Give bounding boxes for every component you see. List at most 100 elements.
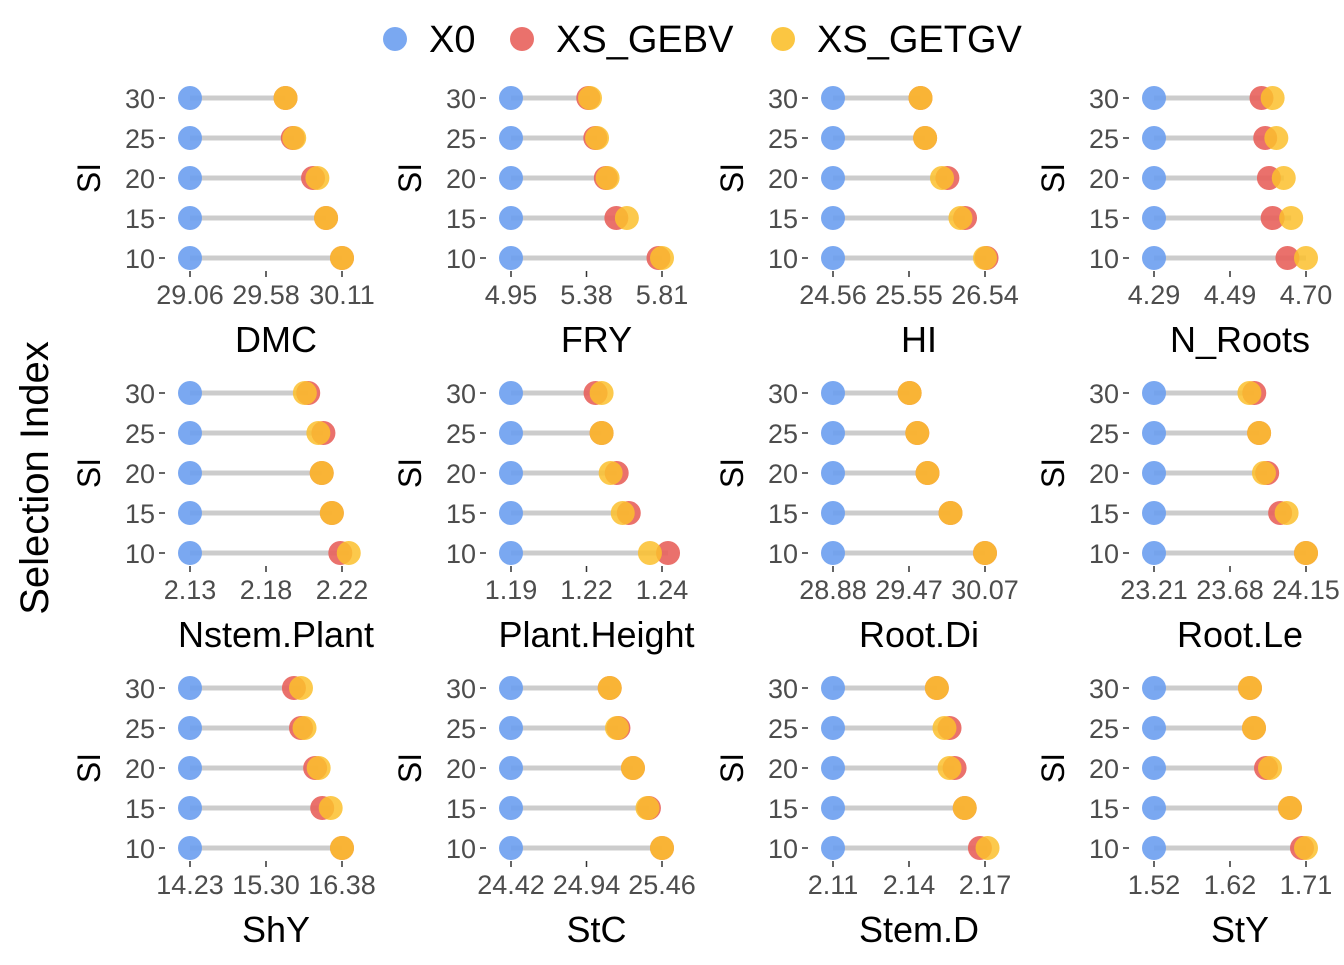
panel-title: Root.Le	[1177, 614, 1303, 655]
legend-swatch-xs_getgv	[771, 27, 795, 51]
panel-title: StC	[566, 909, 626, 950]
x-tick-label: 25.55	[875, 280, 943, 310]
legend-swatch-xs_gebv	[510, 27, 534, 51]
x-tick-label: 24.94	[553, 870, 621, 900]
y-tick-label: 25	[125, 714, 155, 744]
y-tick-label: 10	[1089, 834, 1119, 864]
panel-y-axis-label: SI	[71, 753, 107, 783]
x-tick-label: 23.68	[1196, 575, 1264, 605]
point-xs-getgv	[975, 836, 1000, 860]
y-tick-label: 10	[768, 244, 798, 274]
x-tick-label: 29.58	[232, 280, 300, 310]
point-x0	[178, 461, 202, 485]
point-x0	[1142, 126, 1166, 150]
point-xs-getgv	[589, 381, 614, 405]
point-xs-getgv	[578, 86, 603, 110]
x-tick-label: 15.30	[232, 870, 300, 900]
y-tick-label: 30	[446, 379, 476, 409]
point-x0	[1142, 676, 1166, 700]
point-xs-getgv	[610, 501, 635, 525]
point-x0	[821, 796, 845, 820]
point-x0	[499, 756, 523, 780]
point-x0	[821, 501, 845, 525]
point-xs-getgv	[589, 421, 614, 445]
point-xs-getgv	[620, 756, 645, 780]
point-x0	[178, 421, 202, 445]
y-tick-label: 25	[125, 419, 155, 449]
point-x0	[821, 676, 845, 700]
point-xs-getgv	[915, 461, 940, 485]
point-xs-getgv	[905, 421, 930, 445]
point-xs-getgv	[306, 421, 331, 445]
point-xs-getgv	[1294, 836, 1318, 860]
point-xs-getgv	[1274, 501, 1299, 525]
point-xs-getgv	[1279, 206, 1304, 230]
y-tick-label: 25	[446, 124, 476, 154]
point-x0	[1142, 421, 1166, 445]
y-tick-label: 25	[768, 419, 798, 449]
point-x0	[499, 676, 523, 700]
x-tick-label: 26.54	[951, 280, 1019, 310]
point-xs-getgv	[1278, 796, 1302, 820]
point-x0	[178, 716, 202, 740]
y-tick-label: 10	[1089, 244, 1119, 274]
panel-y-axis-label: SI	[714, 458, 750, 488]
point-x0	[1142, 501, 1166, 525]
x-tick-label: 2.11	[808, 870, 859, 900]
x-tick-label: 29.47	[875, 575, 943, 605]
point-x0	[1142, 86, 1166, 110]
point-x0	[1142, 716, 1166, 740]
x-tick-label: 5.81	[636, 280, 689, 310]
panel-title: StY	[1211, 909, 1269, 950]
y-tick-label: 20	[1089, 459, 1119, 489]
point-xs-getgv	[1294, 246, 1318, 270]
point-xs-getgv	[913, 126, 938, 150]
x-tick-label: 1.62	[1204, 870, 1257, 900]
point-x0	[499, 461, 523, 485]
point-xs-getgv	[314, 206, 339, 230]
point-x0	[178, 756, 202, 780]
panel-title: Nstem.Plant	[178, 614, 374, 655]
panel-title: FRY	[561, 319, 632, 360]
point-x0	[499, 501, 523, 525]
point-x0	[178, 206, 202, 230]
point-xs-getgv	[319, 501, 344, 525]
point-x0	[499, 206, 523, 230]
x-tick-label: 25.46	[628, 870, 696, 900]
point-xs-getgv	[1294, 541, 1318, 565]
point-x0	[178, 246, 202, 270]
x-tick-label: 2.14	[883, 870, 936, 900]
point-x0	[178, 126, 202, 150]
legend-label-x0: X0	[429, 19, 475, 61]
point-x0	[821, 716, 845, 740]
panel-y-axis-label: SI	[1035, 458, 1071, 488]
y-tick-label: 10	[768, 539, 798, 569]
point-xs-getgv	[973, 541, 997, 565]
y-tick-label: 25	[446, 714, 476, 744]
point-x0	[821, 421, 845, 445]
point-x0	[1142, 381, 1166, 405]
point-x0	[1142, 836, 1166, 860]
x-tick-label: 23.21	[1120, 575, 1188, 605]
panel-sty: SI 30 25 20 15 10 1.52 1.62 1.71 StY	[1035, 674, 1332, 950]
x-tick-label: 2.17	[959, 870, 1012, 900]
point-xs-getgv	[597, 676, 622, 700]
point-x0	[499, 126, 523, 150]
point-x0	[821, 206, 845, 230]
point-x0	[821, 756, 845, 780]
point-xs-gebv	[656, 541, 681, 565]
y-tick-label: 15	[1089, 499, 1119, 529]
y-tick-label: 25	[768, 714, 798, 744]
point-xs-getgv	[330, 246, 354, 270]
y-tick-label: 10	[446, 539, 476, 569]
point-x0	[499, 541, 523, 565]
panel-y-axis-label: SI	[392, 753, 428, 783]
x-tick-label: 14.23	[156, 870, 224, 900]
